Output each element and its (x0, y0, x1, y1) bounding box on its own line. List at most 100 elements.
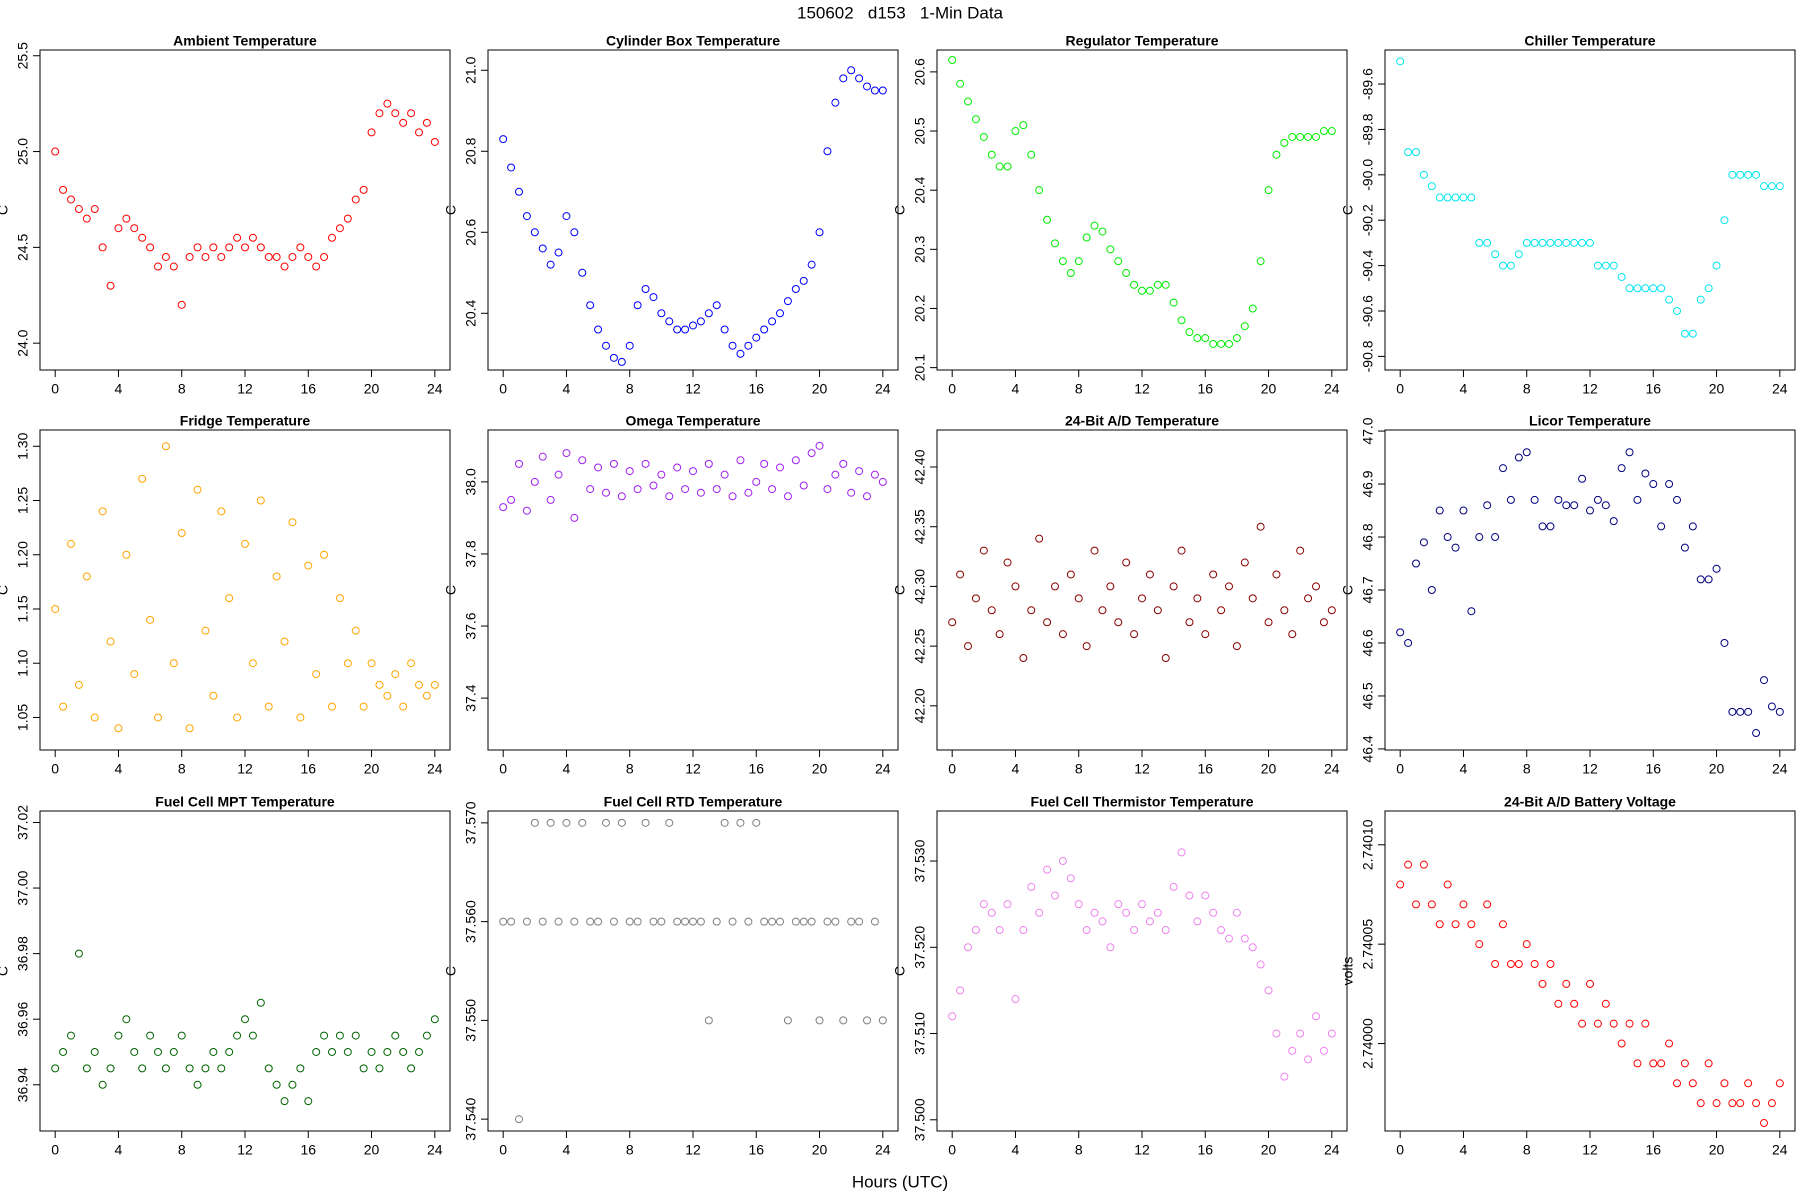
point (1680, 329, 1689, 338)
point (122, 550, 131, 559)
point (272, 252, 281, 261)
point (1443, 533, 1452, 542)
x-tick-label: 4 (1460, 381, 1468, 397)
y-tick-label: 38.0 (463, 468, 479, 495)
point (320, 1031, 329, 1040)
point (1396, 628, 1405, 637)
point (138, 474, 147, 483)
point (971, 594, 980, 603)
x-tick-label: 16 (1197, 1142, 1213, 1158)
point (1090, 221, 1099, 230)
point (1098, 227, 1107, 236)
point (696, 317, 705, 326)
point (1593, 495, 1602, 504)
y-tick-label: 1.20 (15, 541, 31, 568)
point (1578, 238, 1587, 247)
y-tick-label: 42.25 (912, 628, 928, 663)
point (1114, 900, 1123, 909)
point (1264, 186, 1273, 195)
x-tick-label: 16 (1645, 381, 1661, 397)
x-tick-label: 24 (1324, 1142, 1340, 1158)
point (1412, 148, 1421, 157)
point (1319, 1046, 1328, 1055)
point (1499, 464, 1508, 473)
point (201, 252, 210, 261)
point (783, 297, 792, 306)
panel: Ambient Temperature C 0 4 8 12 16 20 24 24.0 24.5 2… (0, 33, 451, 397)
point (1098, 606, 1107, 615)
plot-frame (39, 429, 451, 751)
x-tick-label: 0 (948, 381, 956, 397)
y-tick-label: 25.5 (15, 42, 31, 69)
panel-title: Fuel Cell RTD Temperature (604, 794, 783, 810)
point (1435, 920, 1444, 929)
point (193, 1080, 202, 1089)
point (1696, 575, 1705, 584)
y-tick-label: 42.35 (912, 509, 928, 544)
point (1554, 238, 1563, 247)
point (343, 659, 352, 668)
point (1767, 702, 1776, 711)
point (1153, 908, 1162, 917)
y-tick-label: 37.4 (463, 684, 479, 711)
point (288, 252, 297, 261)
point (1443, 880, 1452, 889)
point (1744, 707, 1753, 716)
x-tick-label: 20 (1261, 761, 1277, 777)
point (1641, 469, 1650, 478)
point (1027, 606, 1036, 615)
point (256, 496, 265, 505)
point (367, 659, 376, 668)
point (1649, 480, 1658, 489)
point (98, 1080, 107, 1089)
point (51, 1064, 60, 1073)
point (807, 917, 816, 926)
point (1609, 261, 1618, 270)
point (1625, 284, 1634, 293)
x-tick-label: 4 (563, 1142, 571, 1158)
point (1720, 638, 1729, 647)
x-tick-label: 20 (1709, 1142, 1725, 1158)
point (272, 572, 281, 581)
y-tick-label: 46.7 (1360, 576, 1376, 603)
point (1419, 170, 1428, 179)
point (74, 205, 83, 214)
y-tick-label: 1.30 (15, 432, 31, 459)
point (359, 185, 368, 194)
point (161, 1064, 170, 1073)
point (948, 56, 957, 65)
x-tick-label: 24 (427, 761, 443, 777)
x-tick-label: 8 (178, 1142, 186, 1158)
y-tick-label: 2.74005 (1360, 919, 1376, 970)
point (578, 818, 587, 827)
x-tick-label: 0 (948, 761, 956, 777)
point (185, 1064, 194, 1073)
point (1427, 586, 1436, 594)
point (1217, 339, 1226, 348)
x-tick-label: 24 (427, 381, 443, 397)
point (67, 195, 76, 204)
point (878, 86, 887, 95)
point (1404, 148, 1413, 157)
x-tick-label: 8 (1523, 381, 1531, 397)
point (359, 702, 368, 711)
point (1593, 261, 1602, 270)
point (689, 321, 697, 330)
point (1451, 920, 1460, 929)
point (586, 301, 595, 310)
point (1712, 261, 1721, 270)
y-tick-label: 47.0 (1360, 417, 1376, 444)
y-tick-label: 37.560 (463, 900, 479, 943)
point (1311, 1012, 1320, 1021)
y-tick-label: 37.540 (463, 1098, 479, 1141)
point (499, 503, 508, 512)
point (1272, 1029, 1281, 1038)
x-tick-label: 8 (1075, 1142, 1083, 1158)
point (712, 485, 721, 494)
point (617, 492, 626, 501)
point (130, 670, 139, 679)
point (1311, 132, 1320, 141)
x-tick-label: 20 (1709, 761, 1725, 777)
point (264, 1064, 273, 1073)
point (177, 529, 186, 538)
